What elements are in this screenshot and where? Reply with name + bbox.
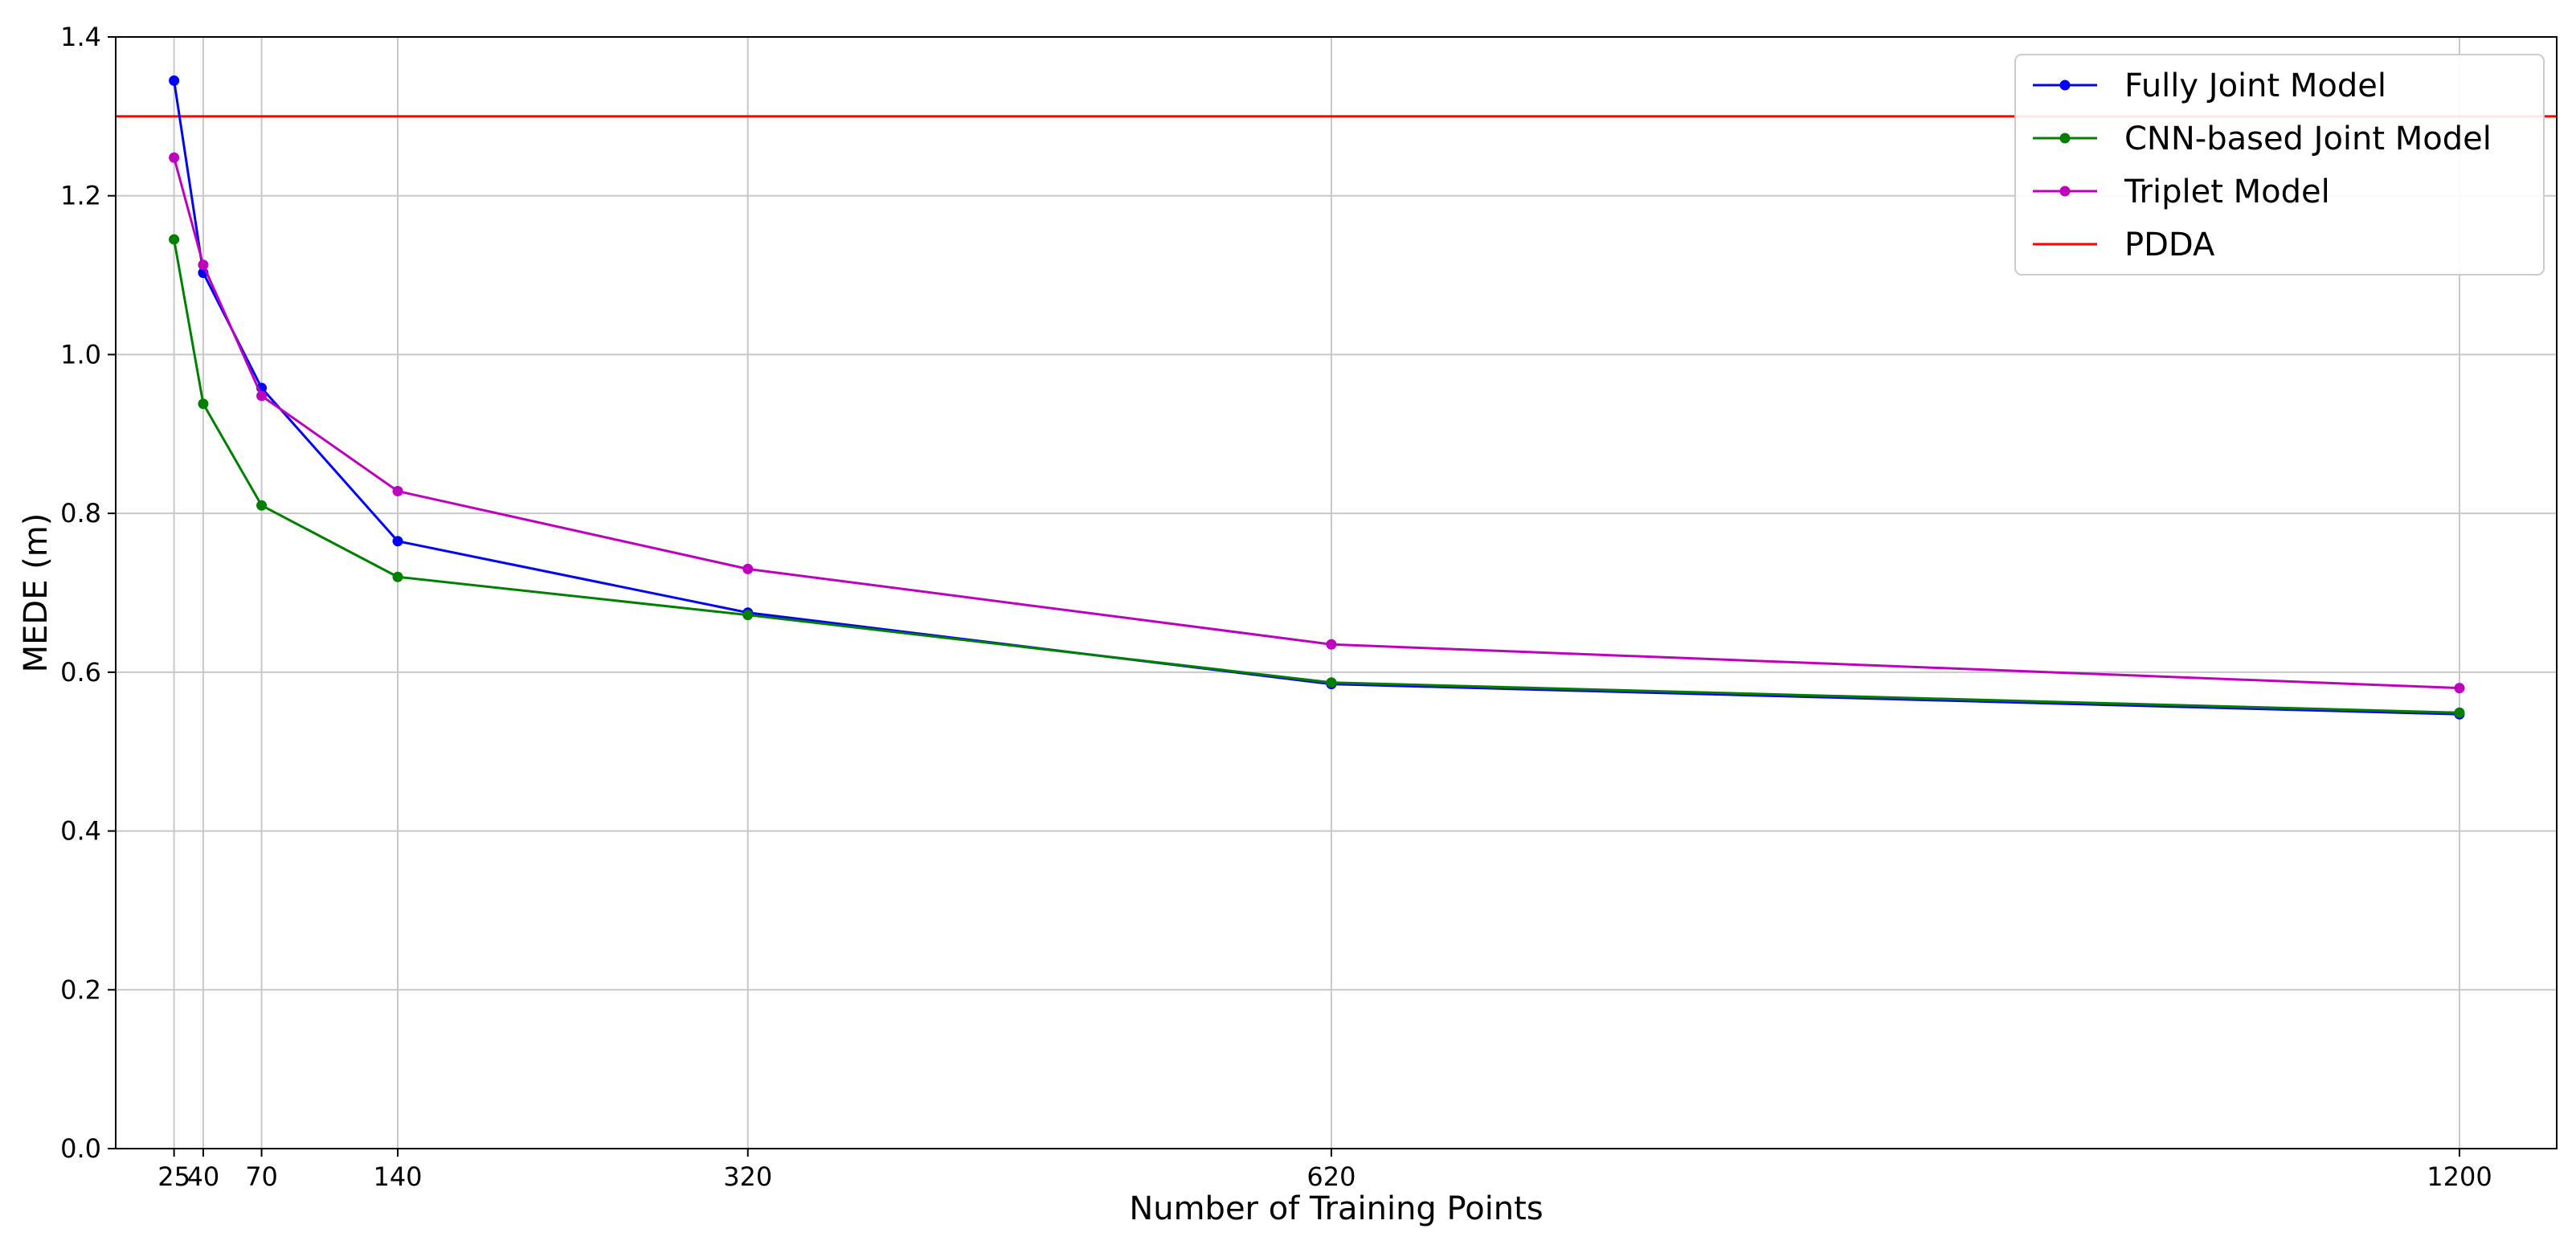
legend: Fully Joint Model CNN-based Joint Model Tr… [2014,54,2545,276]
y-tick-label: 0.8 [60,498,101,529]
series-2 [169,234,2465,718]
legend-label: Fully Joint Model [2124,67,2386,104]
x-tick-label: 140 [373,1161,422,1192]
legend-label: Triplet Model [2124,173,2330,210]
data-point [256,390,268,402]
y-tick-label: 1.0 [60,339,101,369]
plot-frame [115,36,2558,1149]
legend-marker [2059,133,2071,144]
y-tick-label: 0.6 [60,657,101,688]
data-point [742,610,754,621]
legend-label: PDDA [2124,227,2215,263]
x-tick-label: 320 [723,1161,772,1192]
legend-item: PDDA [2033,227,2215,263]
data-point [1326,677,1337,688]
data-point [198,398,209,410]
legend-item: CNN-based Joint Model [2033,120,2492,157]
data-point [1326,639,1337,650]
data-point [169,152,180,163]
legend-label: CNN-based Joint Model [2124,120,2492,157]
data-point [392,571,403,582]
data-point [742,563,754,574]
data-point [2454,683,2465,694]
series-lines [169,75,2465,720]
y-axis-title: MEDE (m) [18,513,55,673]
data-point [169,234,180,245]
y-tick-label: 0.0 [60,1133,101,1164]
data-point [2454,707,2465,718]
data-point [392,536,403,547]
data-point [256,500,268,511]
series-3 [169,152,2465,694]
legend-box [2014,54,2545,276]
x-tick-label: 70 [245,1161,278,1192]
y-tick-label: 0.4 [60,816,101,847]
x-tick-label: 25 [157,1161,190,1192]
y-tick-label: 1.4 [60,22,101,52]
y-axis-ticks: 0.0 0.2 0.4 0.6 0.8 1.0 1.2 1.4 [60,22,116,1164]
data-point [169,75,180,86]
y-tick-label: 0.2 [60,974,101,1005]
data-point [198,259,209,271]
x-tick-label: 1200 [2427,1161,2492,1192]
x-axis-title: Number of Training Points [1129,1190,1543,1227]
legend-item: Triplet Model [2033,173,2330,210]
x-tick-label: 620 [1306,1161,1355,1192]
legend-marker [2059,80,2071,91]
legend-marker [2059,186,2071,197]
y-tick-label: 1.2 [60,181,101,211]
data-point [392,485,403,496]
x-tick-label: 40 [187,1161,220,1192]
legend-item: Fully Joint Model [2033,67,2386,104]
